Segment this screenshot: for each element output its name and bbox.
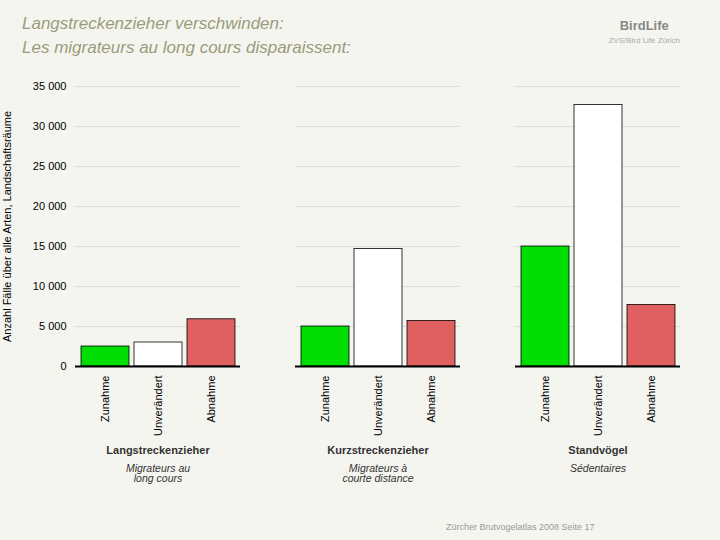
svg-text:30 000: 30 000: [33, 120, 67, 132]
svg-text:Zunahme: Zunahme: [319, 376, 331, 422]
svg-text:35 000: 35 000: [33, 80, 67, 92]
svg-text:Kurzstreckenzieher: Kurzstreckenzieher: [327, 444, 429, 456]
svg-text:Abnahme: Abnahme: [645, 376, 657, 423]
html-text:Les migrateurs au long cours d: Les migrateurs au long cours disparaisse…: [22, 38, 351, 57]
svg-text:Zunahme: Zunahme: [99, 376, 111, 422]
html-text:Zürcher Brutvogelatlas 2008 Se: Zürcher Brutvogelatlas 2008 Seite 17: [446, 522, 595, 532]
svg-text:Zunahme: Zunahme: [539, 376, 551, 422]
svg-text:0: 0: [60, 360, 66, 372]
svg-text:Langstreckenzieher: Langstreckenzieher: [106, 444, 210, 456]
svg-text:Sédentaires: Sédentaires: [570, 462, 627, 474]
svg-text:Migrateurs aulong cours: Migrateurs aulong cours: [126, 462, 190, 485]
svg-text:25 000: 25 000: [33, 160, 67, 172]
svg-text:Unverändert: Unverändert: [152, 376, 164, 437]
svg-text:Abnahme: Abnahme: [205, 376, 217, 423]
svg-text:Anzahl Fälle über alle Arten,: Anzahl Fälle über alle Arten, Landschaft…: [1, 111, 13, 342]
html-text:Langstreckenzieher verschwinde: Langstreckenzieher verschwinden:: [22, 14, 284, 33]
svg-text:Unverändert: Unverändert: [372, 376, 384, 437]
svg-text:Migrateurs àcourte distance: Migrateurs àcourte distance: [342, 462, 413, 485]
svg-text:Standvögel: Standvögel: [568, 444, 627, 456]
html-text:BirdLife: BirdLife: [619, 18, 669, 33]
svg-text:Abnahme: Abnahme: [425, 376, 437, 423]
svg-text:10 000: 10 000: [33, 280, 67, 292]
svg-text:Unverändert: Unverändert: [592, 376, 604, 437]
svg-text:20 000: 20 000: [33, 200, 67, 212]
svg-text:15 000: 15 000: [33, 240, 67, 252]
html-text:ZVS/Bird Life Zürich: ZVS/Bird Life Zürich: [608, 36, 680, 45]
svg-text:5 000: 5 000: [39, 320, 67, 332]
